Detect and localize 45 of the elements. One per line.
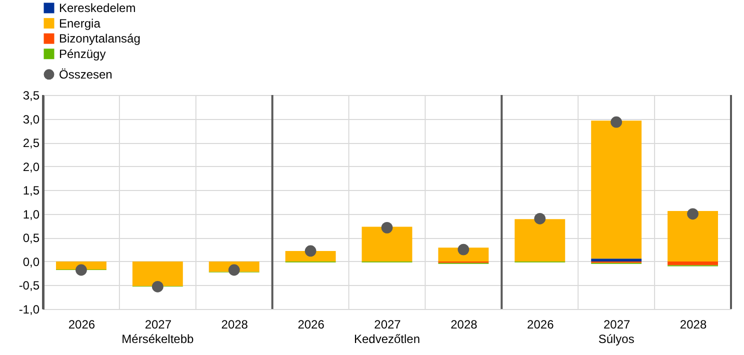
point [304, 245, 316, 257]
point [76, 264, 87, 276]
legend-label: Bizonytalanság [59, 32, 140, 46]
y-tick-label: 3,0 [22, 112, 40, 126]
x-tick-label: 2028 [680, 318, 707, 332]
bar [591, 258, 642, 262]
bar [438, 248, 489, 262]
point [687, 208, 698, 220]
y-tick-label: 1,0 [22, 207, 40, 222]
bar [514, 219, 566, 262]
bar [668, 261, 718, 266]
y-tick-label: 1,5 [22, 184, 40, 198]
text: Mérsékeltebb [122, 332, 194, 346]
legend-label: Pénzügy [59, 46, 106, 61]
bar [132, 261, 183, 286]
y-tick-label: 2,5 [22, 136, 40, 150]
point [152, 280, 164, 292]
x-tick-label: 2028 [221, 318, 248, 332]
point [458, 244, 470, 256]
y-tick-label: 0,5 [22, 231, 40, 246]
bar [362, 226, 412, 262]
legend-label: Összesen [59, 67, 112, 82]
x-tick-label: 2026 [527, 318, 554, 332]
point [610, 116, 622, 128]
x-tick-label: 2027 [374, 318, 402, 332]
point [381, 222, 393, 234]
x-tick-label: 2027 [144, 318, 172, 332]
legend-label: Energia [59, 16, 101, 30]
point [228, 264, 240, 276]
text: Kedvezőtlen [354, 332, 420, 346]
y-tick-label: 2,0 [22, 160, 40, 174]
legend-label: Kereskedelem [59, 1, 136, 15]
y-tick-label: -0,5 [18, 278, 40, 293]
x-tick-label: 2026 [298, 318, 325, 332]
x-tick-label: 2026 [68, 318, 96, 332]
bar [668, 211, 718, 262]
y-tick-label: 0,0 [22, 254, 40, 269]
bar [591, 120, 642, 259]
y-tick-label: -1,0 [18, 302, 40, 316]
y-tick-label: 3,5 [22, 88, 40, 102]
x-tick-label: 2027 [603, 318, 631, 332]
bar [285, 250, 336, 262]
x-tick-label: 2028 [450, 318, 478, 332]
text: Súlyos [598, 332, 634, 346]
point [534, 212, 546, 224]
